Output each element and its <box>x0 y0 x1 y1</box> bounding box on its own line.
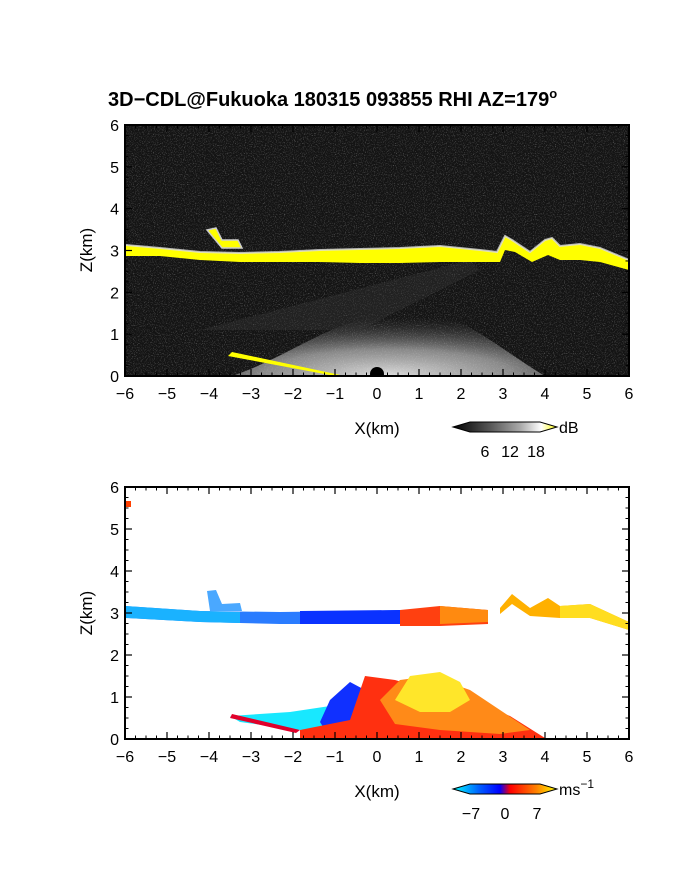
x-tick-label: −6 <box>116 749 134 766</box>
colorbar-ms-unit: ms−1 <box>559 777 594 799</box>
y-tick-label: 1 <box>110 327 119 344</box>
x-tick-label: −4 <box>200 749 218 766</box>
x-tick-label: −5 <box>158 749 176 766</box>
x-tick-label: 2 <box>457 386 466 403</box>
colorbar-ms-tick: −7 <box>462 806 480 823</box>
isolated-velocity-pixel <box>125 501 131 507</box>
y-tick-label: 2 <box>110 285 119 302</box>
colorbar-db-unit: dB <box>559 420 579 437</box>
x-tick-label: −6 <box>116 386 134 403</box>
x-axis-label-backscatter: X(km) <box>354 419 399 438</box>
x-tick-label: 1 <box>415 386 424 403</box>
y-tick-label: 5 <box>110 160 119 177</box>
x-tick-label: −3 <box>242 749 260 766</box>
x-tick-label: −4 <box>200 386 218 403</box>
x-tick-label: 4 <box>541 386 550 403</box>
axes-backscatter: −6 −5 −4 −3 −2 −1 0 1 2 3 4 5 6 0 1 2 3 4 5 6 <box>110 118 633 403</box>
plot-area-velocity <box>125 487 629 739</box>
x-tick-label: 2 <box>457 749 466 766</box>
cloud-layer-velocity-cyan <box>126 606 240 623</box>
cloud-layer-edge-white <box>125 234 629 261</box>
colorbar-db: dB 6 12 18 <box>451 420 579 461</box>
x-tick-label: 3 <box>499 749 508 766</box>
colorbar-ms: ms−1 −7 0 7 <box>451 777 594 823</box>
x-tick-label: 5 <box>583 386 592 403</box>
y-tick-label: 5 <box>110 522 119 539</box>
y-tick-label: 3 <box>110 244 119 261</box>
y-tick-label: 6 <box>110 118 119 135</box>
x-tick-label: −2 <box>284 749 302 766</box>
x-tick-label: 0 <box>373 386 382 403</box>
y-tick-label: 6 <box>110 480 119 497</box>
axes-velocity: −6 −5 −4 −3 −2 −1 0 1 2 3 4 5 6 0 1 2 3 4 5 6 <box>110 480 633 766</box>
x-tick-label: 5 <box>583 749 592 766</box>
x-tick-label: −5 <box>158 386 176 403</box>
x-tick-label: −2 <box>284 386 302 403</box>
y-tick-label: 1 <box>110 690 119 707</box>
colorbar-ms-bar <box>451 783 559 795</box>
ground-clutter-line <box>228 352 345 376</box>
x-tick-label: 6 <box>625 749 634 766</box>
clutter-line-velocity <box>230 714 300 733</box>
cloud-layer-velocity-blue <box>300 610 400 624</box>
colorbar-ms-tick: 7 <box>533 806 542 823</box>
boundary-layer-velocity-yellow <box>395 672 470 712</box>
colorbar-db-bar <box>451 421 559 433</box>
y-tick-label: 0 <box>110 732 119 749</box>
y-tick-label: 3 <box>110 606 119 623</box>
elevated-cloud-fragment <box>205 227 244 249</box>
y-axis-label-backscatter: Z(km) <box>77 228 96 272</box>
y-tick-label: 0 <box>110 369 119 386</box>
cloud-layer-velocity-east-tip <box>560 604 629 630</box>
boundary-layer-echo <box>232 310 545 376</box>
x-tick-label: 6 <box>625 386 634 403</box>
x-tick-label: 3 <box>499 386 508 403</box>
faint-plume-above-layer <box>200 260 480 330</box>
x-tick-label: 1 <box>415 749 424 766</box>
colorbar-db-tick: 12 <box>501 444 519 461</box>
x-tick-label: −3 <box>242 386 260 403</box>
cloud-layer-velocity-orange <box>440 606 488 624</box>
x-axis-label-velocity: X(km) <box>354 782 399 801</box>
y-tick-label: 2 <box>110 648 119 665</box>
title-degree-superscript: o <box>549 86 557 101</box>
panel-velocity: −6 −5 −4 −3 −2 −1 0 1 2 3 4 5 6 0 1 2 3 4 5 6 X(km) Z(km) m… <box>77 480 634 823</box>
x-tick-label: −1 <box>326 386 344 403</box>
x-tick-label: 4 <box>541 749 550 766</box>
colorbar-ms-tick: 0 <box>501 806 510 823</box>
colorbar-db-tick: 6 <box>481 444 490 461</box>
x-tick-label: −1 <box>326 749 344 766</box>
chart-title: 3D−CDL@Fukuoka 180315 093855 RHI AZ=179o <box>108 86 557 111</box>
y-tick-label: 4 <box>110 202 119 219</box>
colorbar-db-tick: 18 <box>527 444 545 461</box>
plot-area-backscatter <box>125 125 629 376</box>
y-axis-label-velocity: Z(km) <box>77 591 96 635</box>
x-tick-label: 0 <box>373 749 382 766</box>
cloud-layer-echo <box>126 236 629 270</box>
elevated-fragment-velocity <box>207 590 242 611</box>
y-tick-label: 4 <box>110 564 119 581</box>
